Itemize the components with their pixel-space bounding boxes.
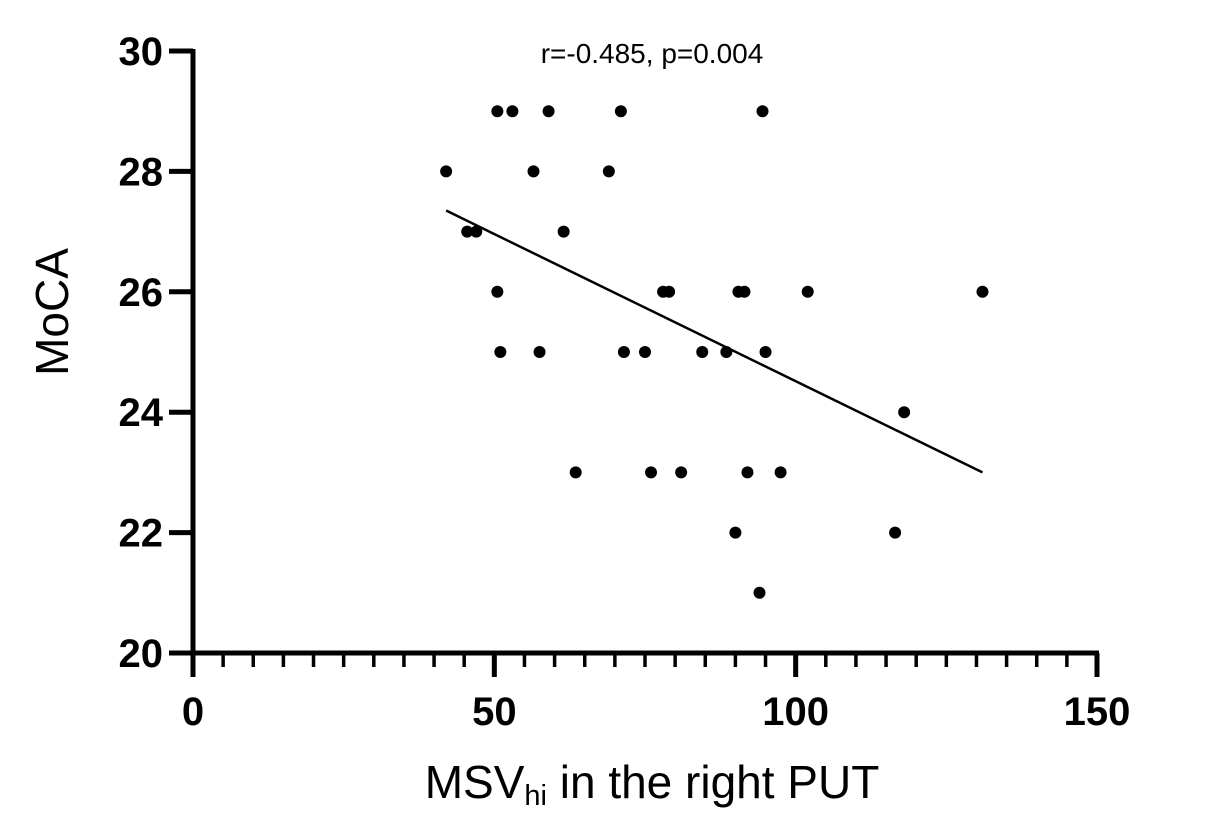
regression-line-group: [445, 209, 984, 474]
x-axis-title-subscript: hi: [524, 780, 547, 812]
x-tick-label: 100: [762, 690, 829, 734]
y-tick-label: 22: [119, 512, 164, 556]
data-point: [440, 165, 453, 178]
data-point: [675, 466, 688, 479]
data-point: [774, 466, 787, 479]
y-tick-label: 24: [119, 391, 164, 435]
x-axis-title-rest: in the right PUT: [547, 756, 879, 808]
data-point: [720, 346, 733, 358]
x-axis: 0 50 100 150: [182, 650, 1131, 734]
data-point: [557, 225, 570, 238]
x-axis-title: MSVhi in the right PUT: [425, 756, 880, 812]
data-point: [639, 346, 651, 358]
data-point: [461, 225, 474, 238]
y-tick-label: 30: [119, 30, 164, 74]
data-point: [491, 285, 504, 298]
data-point: [470, 225, 483, 238]
data-point: [889, 526, 902, 539]
data-point: [753, 586, 766, 599]
data-point: [741, 466, 754, 479]
data-point: [617, 346, 630, 358]
data-point: [801, 285, 814, 298]
y-tick-label: 26: [119, 271, 164, 315]
data-point: [602, 165, 615, 178]
correlation-annotation: r=-0.485, p=0.004: [541, 38, 764, 69]
data-point: [898, 406, 911, 419]
y-axis-title: MoCA: [26, 248, 78, 376]
y-axis: 20 22 24 26 28 30: [119, 30, 196, 676]
regression-line: [445, 209, 984, 474]
data-point: [756, 105, 769, 118]
data-point: [533, 346, 546, 358]
data-point: [759, 346, 772, 358]
data-points: [440, 105, 989, 599]
data-point: [645, 466, 658, 479]
data-point: [542, 105, 555, 118]
data-point: [663, 285, 676, 298]
data-point: [738, 285, 751, 298]
data-point: [696, 346, 709, 358]
x-tick-label: 0: [182, 690, 204, 734]
data-point: [614, 105, 627, 118]
x-tick-label: 150: [1064, 690, 1131, 734]
data-point: [506, 105, 519, 118]
y-tick-label: 28: [119, 150, 164, 194]
data-point: [494, 346, 507, 358]
x-axis-title-main: MSV: [425, 756, 525, 808]
data-point: [569, 466, 582, 479]
x-tick-label: 50: [472, 690, 517, 734]
data-point: [729, 526, 742, 539]
data-point: [491, 105, 504, 118]
y-tick-label: 20: [119, 632, 164, 676]
data-point: [976, 285, 989, 298]
data-point: [527, 165, 540, 178]
